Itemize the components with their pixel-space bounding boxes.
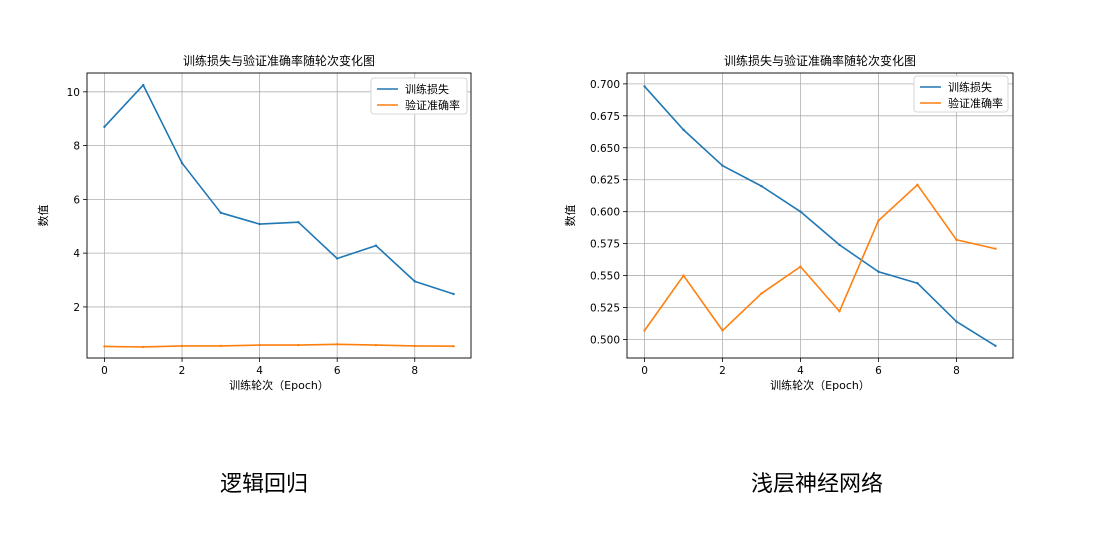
data-point-series-0 <box>682 128 685 132</box>
y-tick-label: 0.525 <box>590 303 620 315</box>
data-point-series-1 <box>413 344 416 348</box>
x-tick-label: 4 <box>256 365 263 377</box>
axes-frame <box>86 72 472 359</box>
data-point-series-0 <box>643 85 646 88</box>
series-line-1 <box>643 184 996 332</box>
data-point-series-0 <box>103 125 106 128</box>
data-point-series-1 <box>721 329 724 332</box>
data-point-series-0 <box>297 221 300 224</box>
data-point-series-1 <box>180 344 184 348</box>
y-tick-label: 8 <box>73 141 80 153</box>
data-point-series-1 <box>682 274 685 277</box>
x-axis-label: 训练轮次（Epoch） <box>229 378 329 392</box>
y-tick-label: 0.650 <box>590 143 620 155</box>
data-point-series-1 <box>955 238 958 241</box>
y-tick-label: 0.550 <box>590 271 620 283</box>
data-point-series-0 <box>799 210 802 213</box>
data-point-series-1 <box>335 343 339 346</box>
data-point-series-1 <box>297 343 300 347</box>
data-point-series-1 <box>258 343 261 347</box>
data-point-series-0 <box>180 161 184 165</box>
series-line-1 <box>104 343 454 348</box>
data-point-series-0 <box>955 320 958 323</box>
plot-area <box>627 73 1013 358</box>
y-tick-label: 10 <box>67 87 80 99</box>
data-point-series-0 <box>258 222 261 226</box>
y-tick-label: 2 <box>73 302 80 314</box>
data-point-series-1 <box>643 329 646 332</box>
chart-caption: 逻辑回归 <box>220 472 309 497</box>
chart-title: 训练损失与验证准确率随轮次变化图 <box>183 53 375 68</box>
y-tick-label: 0.625 <box>590 175 620 187</box>
chart-caption: 浅层神经网络 <box>751 472 884 497</box>
y-tick-label: 0.675 <box>590 111 620 123</box>
chart-svg-shallow-neural-network: 0 2 4 6 8 0.500 0.525 0.550 0.575 0.600 0.625 0.650… <box>564 53 1014 392</box>
y-axis-label: 数值 <box>564 205 577 227</box>
data-point-series-1 <box>452 344 455 348</box>
legend-label-1: 验证准确率 <box>948 96 1003 110</box>
x-tick-label: 8 <box>411 365 418 377</box>
x-tick-label: 8 <box>953 365 960 377</box>
data-point-series-1 <box>799 265 802 268</box>
y-axis-label: 数值 <box>37 205 50 227</box>
data-point-series-0 <box>994 344 997 348</box>
data-point-series-1 <box>877 219 880 222</box>
x-tick-label: 6 <box>334 365 341 377</box>
x-axis-label: 训练轮次（Epoch） <box>770 378 870 392</box>
y-tick-label: 0.500 <box>590 334 620 346</box>
data-point-series-0 <box>452 292 455 296</box>
x-tick-label: 2 <box>179 365 186 377</box>
legend-label-1: 验证准确率 <box>405 98 460 112</box>
data-point-series-1 <box>103 345 106 348</box>
data-point-series-1 <box>760 292 763 295</box>
data-point-series-1 <box>219 344 223 348</box>
legend-label-0: 训练损失 <box>405 82 449 96</box>
data-point-series-0 <box>877 270 880 273</box>
x-tick-label: 6 <box>875 365 882 377</box>
data-point-series-0 <box>760 184 763 188</box>
data-point-series-0 <box>916 282 919 285</box>
data-point-series-1 <box>374 343 378 347</box>
data-point-series-0 <box>335 257 339 260</box>
y-tick-label: 4 <box>73 248 80 260</box>
chart-title: 训练损失与验证准确率随轮次变化图 <box>724 53 916 68</box>
data-point-series-0 <box>721 164 724 167</box>
data-point-series-0 <box>838 243 841 247</box>
data-point-series-0 <box>413 280 416 283</box>
x-tick-label: 4 <box>797 365 804 377</box>
data-point-series-1 <box>142 345 145 349</box>
plot-area <box>87 73 471 358</box>
data-point-series-0 <box>374 244 378 247</box>
y-tick-label: 0.575 <box>590 239 620 251</box>
y-tick-label: 6 <box>73 194 80 206</box>
data-point-series-1 <box>838 310 841 313</box>
legend-label-0: 训练损失 <box>948 80 992 94</box>
data-point-series-0 <box>219 211 223 215</box>
series-line-0 <box>103 84 454 295</box>
data-point-series-1 <box>916 183 919 187</box>
data-point-series-1 <box>994 247 997 250</box>
series-line-0 <box>643 85 996 347</box>
axes-frame <box>626 72 1014 359</box>
x-tick-label: 2 <box>719 365 726 377</box>
y-tick-label: 0.600 <box>590 207 620 219</box>
data-point-series-0 <box>142 83 145 87</box>
chart-panel-logistic-regression: 0 2 4 6 8 2 4 6 8 10 训练损失与验证准确率随轮次变化图 训练轮次（Epoch） 数值… <box>0 0 540 559</box>
x-tick-label: 0 <box>641 365 648 377</box>
chart-panel-shallow-neural-network: 0 2 4 6 8 0.500 0.525 0.550 0.575 0.600 0.625 0.650… <box>540 0 1105 559</box>
x-tick-label: 0 <box>101 365 108 377</box>
y-tick-label: 0.700 <box>590 79 620 91</box>
